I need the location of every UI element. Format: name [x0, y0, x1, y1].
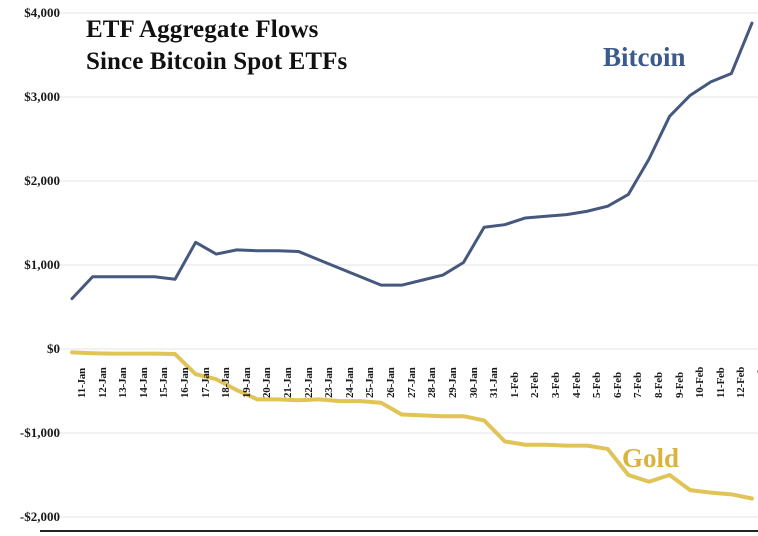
- y-tick-label: $0: [47, 341, 60, 356]
- x-tick-label: 31-Jan: [488, 367, 501, 398]
- x-tick-label: 7-Feb: [632, 372, 645, 398]
- x-tick-label: 16-Jan: [179, 367, 192, 398]
- x-tick-label: 1-Feb: [508, 372, 521, 398]
- x-tick-label: 18-Jan: [220, 367, 233, 398]
- series-label-bitcoin: Bitcoin: [603, 42, 686, 72]
- x-tick-label: 30-Jan: [467, 367, 480, 398]
- series-label-gold: Gold: [622, 443, 680, 473]
- x-tick-label: 5-Feb: [591, 372, 604, 398]
- y-tick-label: $4,000: [24, 5, 60, 20]
- series-lines-group: [70, 21, 754, 501]
- x-tick-label: 11-Jan: [76, 368, 88, 398]
- x-tick-label: 13-Jan: [117, 367, 130, 398]
- x-tick-label: 3-Feb: [549, 372, 562, 398]
- x-tick-label: 12-Jan: [96, 367, 109, 398]
- x-tick-label: 21-Jan: [282, 367, 295, 398]
- x-tick-label: 12-Feb: [735, 366, 748, 398]
- x-tick-label: 20-Jan: [261, 367, 274, 398]
- x-tick-label: 17-Jan: [199, 367, 212, 398]
- x-tick-label: 25-Jan: [364, 367, 377, 398]
- x-tick-label: 24-Jan: [343, 367, 356, 398]
- x-tick-label: 8-Feb: [652, 372, 665, 398]
- x-tick-label: 28-Jan: [426, 367, 439, 398]
- x-tick-label: 22-Jan: [302, 367, 315, 398]
- y-tick-label: $2,000: [24, 173, 60, 188]
- x-tick-label: 10-Feb: [694, 366, 707, 398]
- x-tick-label: 9-Feb: [673, 372, 686, 398]
- x-tick-label: 15-Jan: [158, 367, 171, 398]
- chart-title: ETF Aggregate Flows Since Bitcoin Spot E…: [86, 16, 348, 75]
- y-tick-label: -$2,000: [19, 509, 60, 524]
- x-tick-label: 14-Jan: [137, 367, 150, 398]
- series-line-gold: [70, 350, 754, 501]
- x-tick-label: 27-Jan: [405, 367, 418, 398]
- x-tick-label: 29-Jan: [446, 367, 459, 398]
- y-tick-label: $3,000: [24, 89, 60, 104]
- x-tick-label: 11-Feb: [714, 367, 727, 398]
- x-tick-label: 4-Feb: [570, 372, 583, 398]
- x-tick-label: 2-Feb: [529, 372, 542, 398]
- y-tick-label: $1,000: [24, 257, 60, 272]
- x-tick-label: 23-Jan: [323, 367, 336, 398]
- y-tick-label: -$1,000: [19, 425, 60, 440]
- x-tick-label: 26-Jan: [385, 367, 398, 398]
- x-tick-label: 19-Jan: [240, 367, 253, 398]
- series-line-bitcoin: [70, 21, 754, 301]
- x-tick-label: 6-Feb: [611, 372, 624, 398]
- gridlines-group: [58, 12, 758, 518]
